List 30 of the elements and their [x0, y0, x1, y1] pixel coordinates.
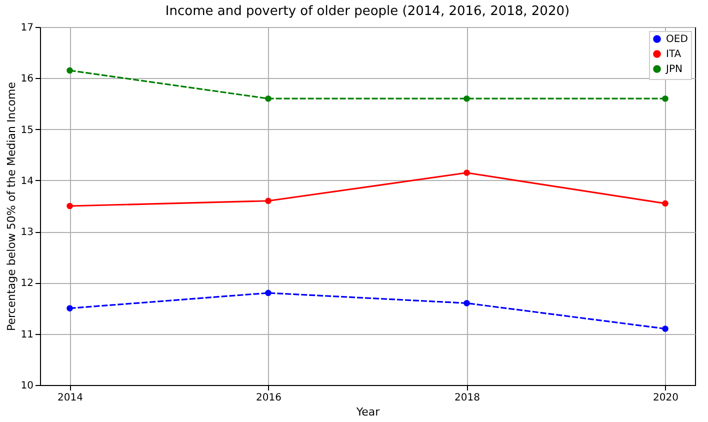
y-tick-label: 16 [20, 74, 34, 85]
point [662, 326, 668, 332]
point [464, 95, 470, 102]
point [464, 170, 470, 176]
y-tick-label: 17 [20, 22, 34, 34]
point [66, 67, 73, 74]
x-axis-title: Year [355, 406, 380, 418]
x-tick-label: 2020 [653, 392, 678, 404]
y-axis-title: Percentage below 50% of the Median Income [4, 82, 18, 331]
legend-label: JPN [665, 64, 682, 75]
x-tick-label: 2014 [58, 392, 83, 404]
chart-title: Income and poverty of older people (2014, 2016, 2018, 2020) [165, 4, 570, 19]
legend-label: ITA [666, 49, 682, 60]
point [662, 200, 668, 207]
point [66, 202, 73, 210]
y-tick-label: 13 [20, 227, 34, 238]
x-tick-label: 2018 [454, 392, 480, 404]
point [265, 290, 272, 296]
y-tick-label: 11 [20, 329, 34, 340]
point [464, 300, 470, 306]
point [66, 305, 73, 312]
point [662, 95, 668, 102]
x-tick-label: 2016 [256, 392, 282, 404]
y-tick-label: 12 [20, 278, 34, 290]
legend-label: OED [666, 34, 688, 45]
y-tick-label: 10 [20, 380, 34, 392]
point [265, 95, 272, 102]
y-tick-label: 14 [20, 176, 34, 187]
point [265, 198, 272, 204]
y-tick-label: 15 [20, 124, 34, 136]
